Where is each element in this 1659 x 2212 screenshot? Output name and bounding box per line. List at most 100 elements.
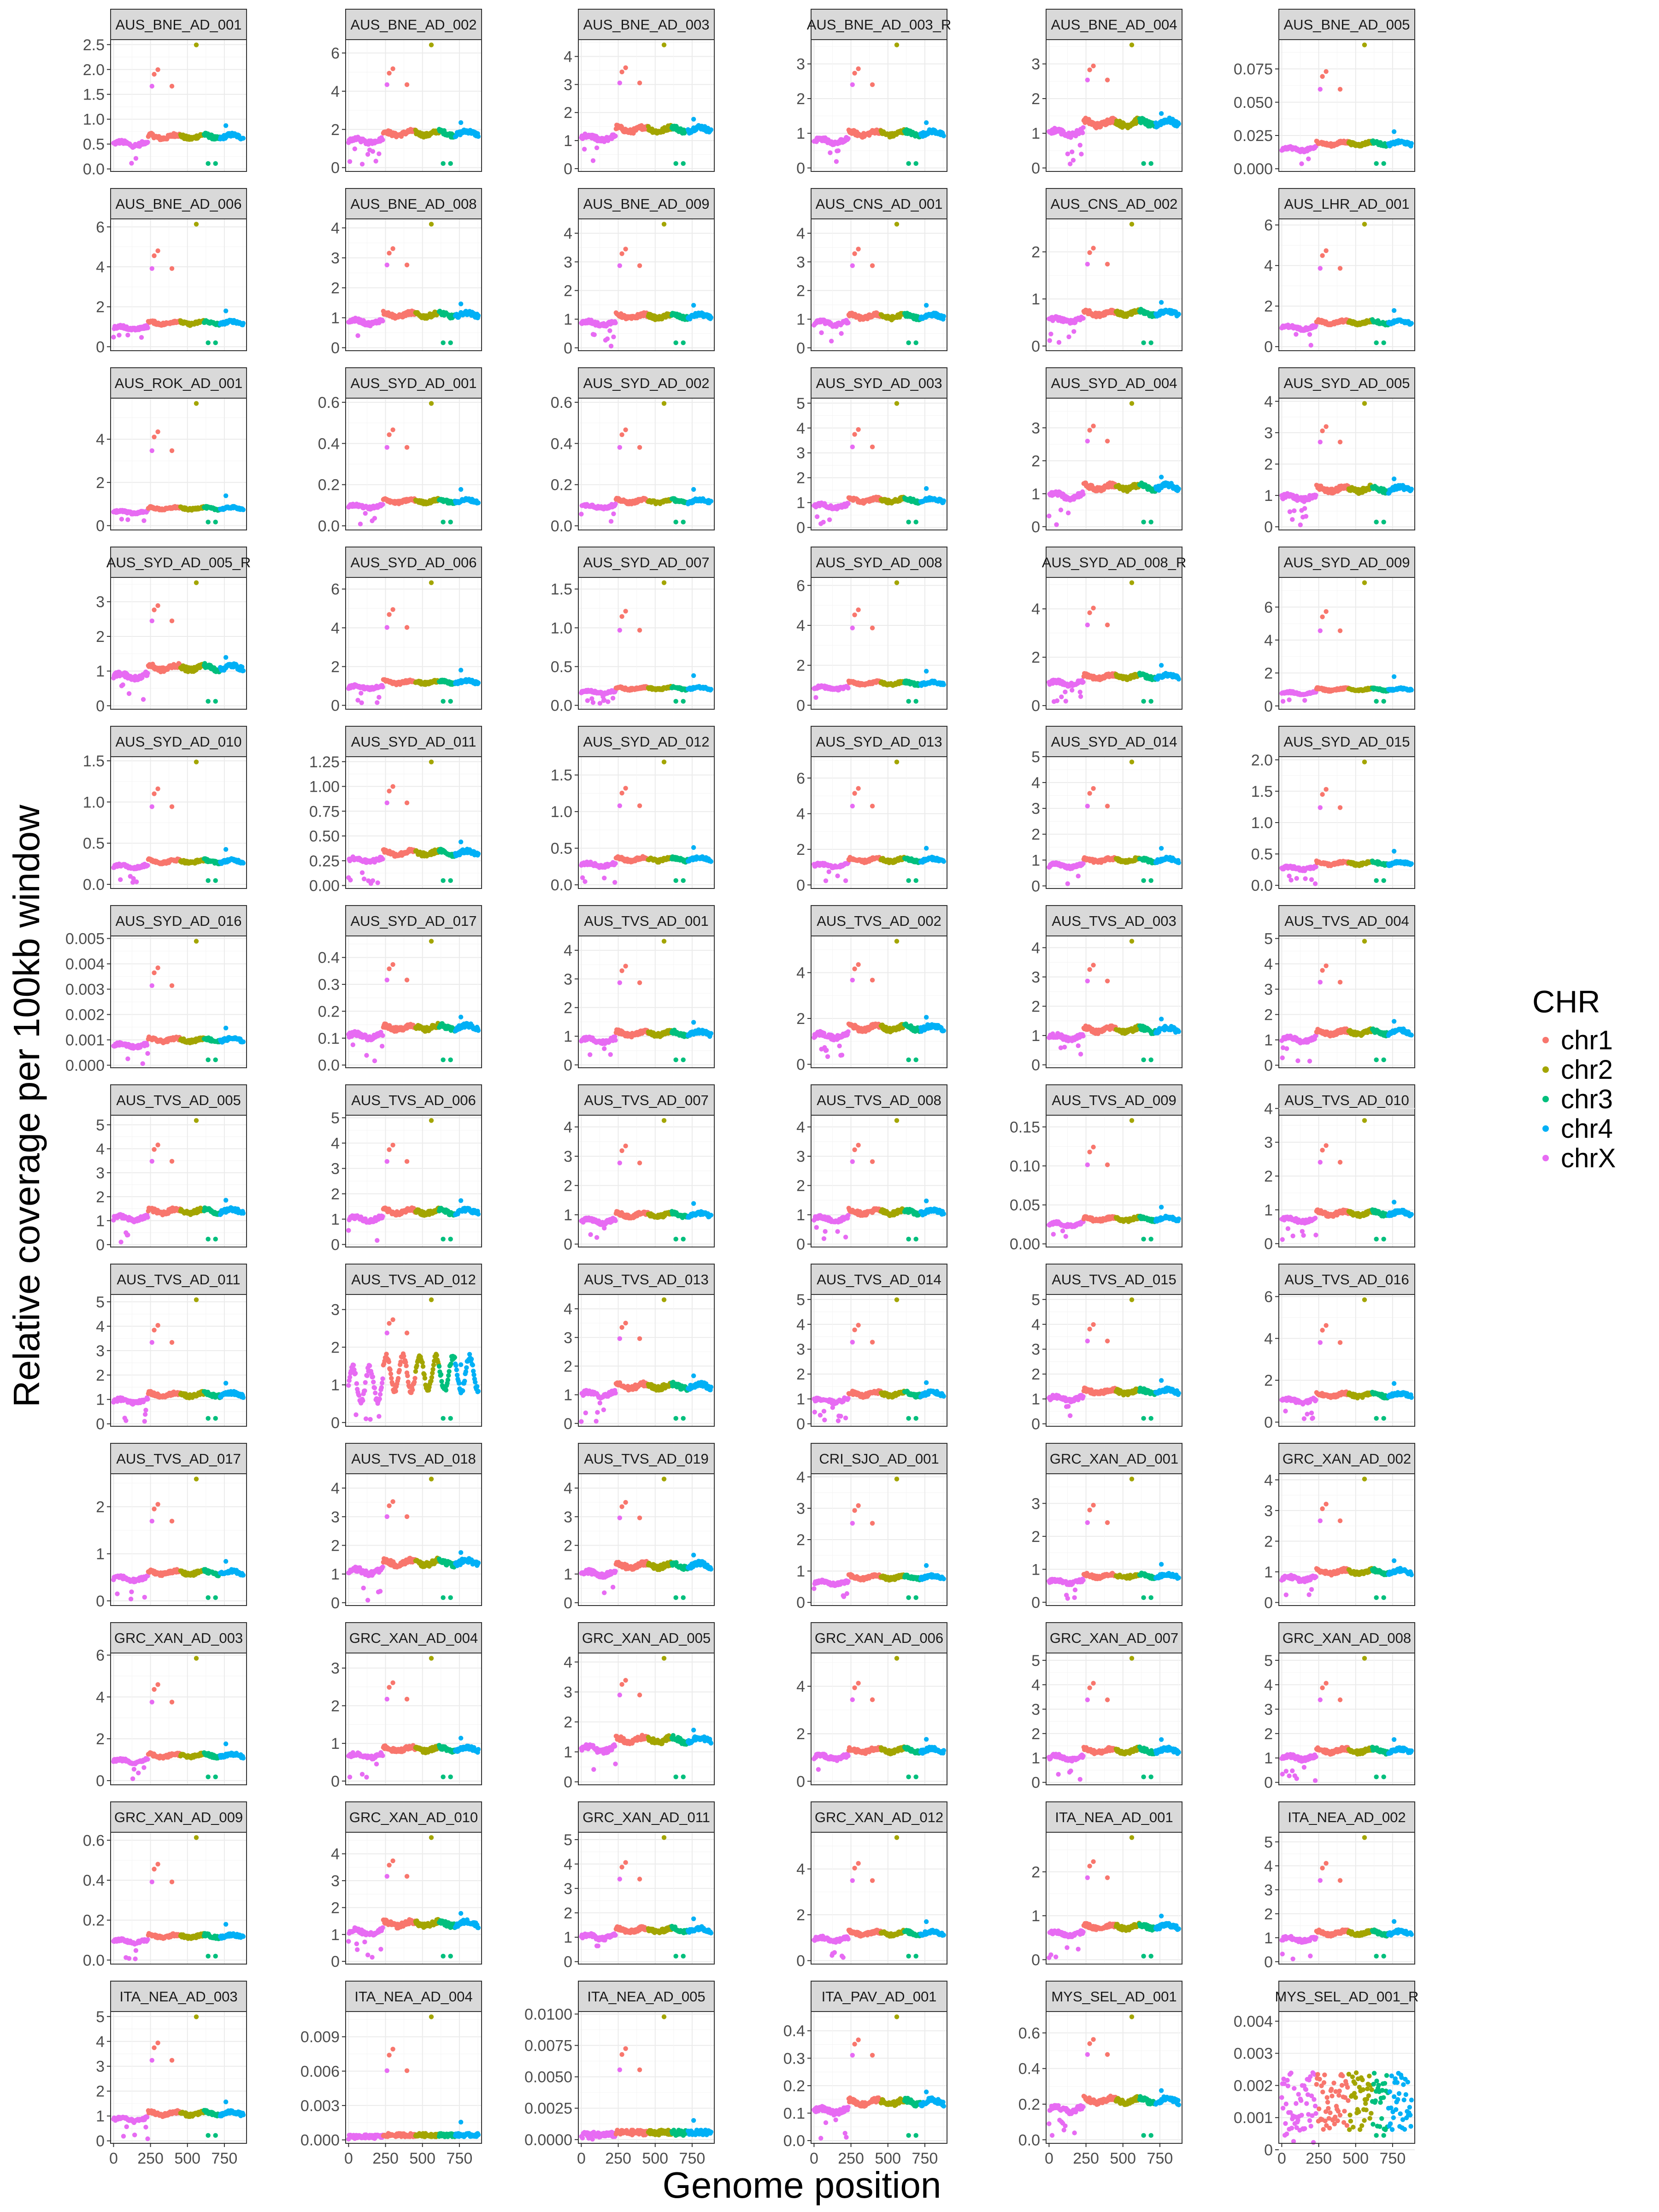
- point-outlier-chr1: [404, 625, 410, 630]
- point-outlier-chr1: [637, 263, 642, 268]
- point-chrX: [1048, 331, 1053, 336]
- point-chrX: [1070, 149, 1075, 154]
- point-chrX: [1068, 161, 1073, 166]
- y-tick-label: 0: [96, 697, 105, 715]
- point-outlier-chr1: [623, 427, 628, 432]
- y-tick-label: 2: [1031, 244, 1040, 261]
- point-outlier-chr1: [1320, 253, 1325, 258]
- point-chrX: [579, 512, 584, 517]
- y-tick-label: 0: [796, 519, 805, 537]
- point-outlier-chr1: [852, 432, 857, 437]
- point-chrX: [373, 159, 378, 164]
- y-tick-label: 6: [1264, 217, 1273, 234]
- point-outlier-chr1: [387, 71, 392, 76]
- point-outlier-chrX: [384, 625, 389, 630]
- point-outlier-chr1: [1105, 262, 1110, 267]
- point-outlier-chr1: [155, 429, 160, 435]
- point-outlier-chr2: [661, 401, 667, 406]
- point-chr3: [448, 699, 453, 704]
- point-chrX: [133, 156, 139, 161]
- plot-area: [811, 219, 947, 351]
- point-chr4: [1176, 486, 1182, 491]
- y-tick-label: 1: [796, 311, 805, 329]
- point-outlier-chr1: [1337, 439, 1343, 445]
- point-outlier-chr4: [458, 487, 464, 492]
- y-tick-label: 4: [564, 225, 572, 242]
- point-chr4: [1409, 141, 1414, 146]
- point-outlier-chr4: [691, 303, 696, 308]
- y-tick-label: 0.6: [551, 394, 572, 412]
- point-outlier-chr2: [194, 401, 199, 406]
- y-tick-label: 2.0: [83, 61, 105, 79]
- plot-area: [578, 219, 714, 351]
- point-outlier-chrX: [1318, 266, 1323, 271]
- facet-label: AUS_BNE_AD_008: [351, 196, 477, 212]
- facet-label: AUS_CNS_AD_001: [816, 196, 943, 212]
- facet-label: AUS_SYD_AD_001: [351, 375, 477, 391]
- point-outlier-chr4: [458, 120, 464, 125]
- point-chr4: [1176, 312, 1182, 317]
- point-chr3: [673, 161, 678, 166]
- point-outlier-chr2: [429, 401, 434, 406]
- point-outlier-chr1: [155, 603, 160, 608]
- point-outlier-chrX: [850, 82, 855, 87]
- point-outlier-chr1: [1091, 424, 1096, 429]
- y-tick-label: 1: [564, 311, 572, 329]
- y-tick-label: 3: [1264, 424, 1273, 442]
- point-chrX: [846, 320, 851, 325]
- point-outlier-chr4: [223, 493, 229, 498]
- point-chr3: [1148, 340, 1153, 346]
- y-tick-label: 0: [564, 340, 572, 357]
- point-outlier-chr2: [1362, 401, 1367, 406]
- y-tick-label: 1: [1264, 487, 1273, 505]
- point-chrX: [1290, 517, 1295, 522]
- y-tick-label: 1: [1031, 291, 1040, 308]
- y-tick-label: 0: [1264, 338, 1273, 356]
- y-tick-label: 2: [1264, 298, 1273, 315]
- point-outlier-chrX: [1085, 262, 1090, 267]
- point-outlier-chr1: [404, 262, 410, 268]
- point-outlier-chr1: [870, 82, 875, 87]
- point-outlier-chr1: [1320, 74, 1325, 79]
- point-outlier-chr1: [1324, 248, 1329, 253]
- point-chr3: [213, 519, 218, 525]
- point-chrX: [145, 671, 150, 676]
- y-tick-label: 3: [796, 253, 805, 271]
- point-outlier-chrX: [384, 262, 389, 268]
- y-tick-label: 0: [796, 159, 805, 177]
- point-outlier-chr1: [1087, 250, 1092, 255]
- point-chrX: [1081, 316, 1086, 321]
- y-tick-label: 0.025: [1234, 127, 1273, 145]
- point-outlier-chr2: [429, 580, 434, 585]
- point-chrX: [141, 697, 146, 702]
- point-chrX: [839, 331, 844, 336]
- point-outlier-chr1: [1320, 428, 1325, 434]
- facet-strip: [1046, 9, 1182, 40]
- plot-area: [111, 40, 247, 171]
- point-chr4: [941, 498, 947, 503]
- point-chrX: [1080, 130, 1085, 135]
- point-chr4: [476, 680, 481, 685]
- point-chr3: [1381, 519, 1386, 525]
- point-chrX: [359, 690, 364, 696]
- point-chrX: [819, 330, 824, 335]
- data-points: [1047, 42, 1182, 166]
- point-outlier-chr2: [194, 222, 199, 227]
- point-chrX: [1047, 338, 1052, 343]
- point-chr3: [1374, 340, 1379, 346]
- point-chr3: [1148, 519, 1153, 525]
- point-chr3: [1374, 519, 1379, 525]
- y-tick-label: 4: [1264, 257, 1273, 275]
- point-chrX: [370, 149, 376, 154]
- point-chrX: [611, 511, 616, 517]
- facet-label: AUS_ROK_AD_001: [115, 375, 242, 391]
- point-chrX: [846, 136, 851, 141]
- point-chrX: [835, 148, 841, 153]
- point-chr3: [213, 161, 218, 166]
- point-outlier-chr1: [619, 432, 624, 437]
